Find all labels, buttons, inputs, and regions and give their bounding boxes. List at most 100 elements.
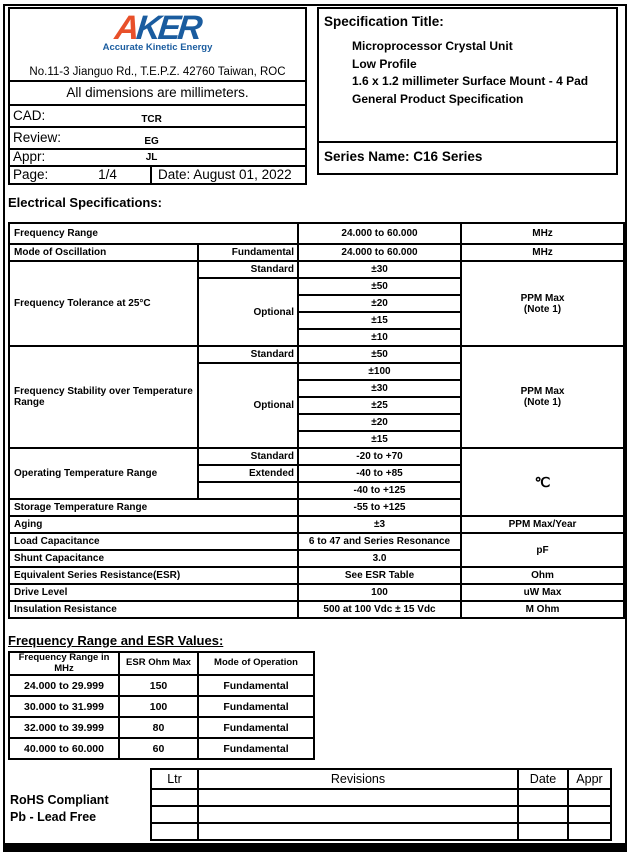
spec-unit-cell: Ohm xyxy=(460,566,626,585)
unit-line-2: (Note 1) xyxy=(523,303,562,315)
spec-name-cell: Frequency Range xyxy=(7,222,300,245)
logo-letters-ker: KER xyxy=(134,9,202,47)
esr-cell: Fundamental xyxy=(197,674,315,697)
logo-tagline: Accurate Kinetic Energy xyxy=(102,42,213,53)
spec-value-cell: 500 at 100 Vdc ± 15 Vdc xyxy=(297,600,463,619)
spec-sub-cell: Standard xyxy=(196,345,300,364)
spec-name-cell: Storage Temperature Range xyxy=(7,498,300,517)
esr-cell: 30.000 to 31.999 xyxy=(8,695,120,718)
esr-data-row: 40.000 to 60.000 60 Fundamental xyxy=(8,737,315,760)
rohs-text: RoHS Compliant Pb - Lead Free xyxy=(10,792,109,826)
table-row: ±30 xyxy=(9,379,624,398)
esr-cell: 40.000 to 60.000 xyxy=(8,737,120,760)
revisions-table: Ltr Revisions Date Appr xyxy=(150,768,612,841)
spec-unit-cell: MHz xyxy=(460,243,626,262)
esr-data-row: 30.000 to 31.999 100 Fundamental xyxy=(8,695,315,718)
esr-cell: Fundamental xyxy=(197,695,315,718)
spec-value-cell: 6 to 47 and Series Resonance xyxy=(297,532,463,551)
spec-title-box: Specification Title: Microprocessor Crys… xyxy=(317,7,618,175)
table-row: Optional ±50 xyxy=(9,277,624,347)
cad-label: CAD: xyxy=(13,108,46,123)
spec-value-cell: See ESR Table xyxy=(297,566,463,585)
spec-unit-cell: PPM Max (Note 1) xyxy=(460,260,626,347)
table-row: Load Capacitance 6 to 47 and Series Reso… xyxy=(7,532,626,568)
esr-cell: 100 xyxy=(118,695,199,718)
page-label: Page: xyxy=(13,167,49,182)
table-row: Frequency Tolerance at 25°C Standard ±30… xyxy=(8,260,626,347)
spec-value-cell: ±20 xyxy=(297,413,463,432)
esr-cell: 24.000 to 29.999 xyxy=(8,674,120,697)
spec-title-lines: Microprocessor Crystal Unit Low Profile … xyxy=(352,38,616,108)
table-row: Drive Level 100 uW Max xyxy=(7,583,626,602)
table-row: Frequency Range 24.000 to 60.000 MHz xyxy=(7,222,626,245)
spec-unit-cell: uW Max xyxy=(460,583,626,602)
revision-cell xyxy=(567,805,612,824)
review-row: Review: EG xyxy=(10,126,305,148)
spec-value-cell: ±25 xyxy=(297,396,463,415)
spec-value-cell: ±30 xyxy=(297,379,463,398)
spec-value-cell: 100 xyxy=(297,583,463,602)
revision-cell xyxy=(150,788,199,807)
company-info-box: AKER Accurate Kinetic Energy No.11-3 Jia… xyxy=(8,7,307,185)
review-value: EG xyxy=(144,136,159,147)
spec-value-cell: ±20 xyxy=(297,294,463,313)
spec-value-cell: ±50 xyxy=(297,345,463,364)
revision-cell xyxy=(197,822,519,841)
spec-sub-cell: Extended xyxy=(196,464,300,483)
spec-title-label: Specification Title: xyxy=(324,14,444,29)
spec-title-line-1: Microprocessor Crystal Unit xyxy=(352,39,513,53)
unit-line-1: PPM Max xyxy=(520,292,565,304)
review-label: Review: xyxy=(13,130,62,145)
revision-cell xyxy=(567,822,612,841)
esr-header-cell: Mode of Operation xyxy=(197,651,315,676)
table-row: ±15 xyxy=(9,430,624,449)
series-name: Series Name: C16 Series xyxy=(319,141,616,173)
table-row: Extended -40 to +85 xyxy=(9,464,624,483)
spec-value-cell: ±3 xyxy=(297,515,463,534)
table-row: ±10 xyxy=(9,328,624,347)
spec-name-cell: Frequency Stability over Temperature Ran… xyxy=(8,345,199,449)
spec-sub-cell: Standard xyxy=(196,260,300,279)
revision-cell xyxy=(517,822,569,841)
spec-name-cell: Aging xyxy=(7,515,300,534)
spec-value-cell: 3.0 xyxy=(297,549,463,568)
date-text: Date: August 01, 2022 xyxy=(150,167,305,183)
esr-cell: 60 xyxy=(118,737,199,760)
esr-title: Frequency Range and ESR Values: xyxy=(8,633,224,648)
esr-cell: 80 xyxy=(118,716,199,739)
revision-row xyxy=(150,822,612,841)
table-row: Shunt Capacitance 3.0 xyxy=(7,549,624,568)
revision-cell xyxy=(150,805,199,824)
spec-sub-cell: Fundamental xyxy=(196,243,300,262)
dimensions-note: All dimensions are millimeters. xyxy=(10,80,305,104)
esr-cell: Fundamental xyxy=(197,716,315,739)
cad-row: CAD: TCR xyxy=(10,104,305,126)
spec-value-cell: -55 to +125 xyxy=(297,498,463,517)
spec-name-cell: Insulation Resistance xyxy=(7,600,300,619)
electrical-title: Electrical Specifications: xyxy=(8,195,162,210)
appr-row: Appr: JL xyxy=(10,148,305,165)
company-address: No.11-3 Jianguo Rd., T.E.P.Z. 42760 Taiw… xyxy=(29,66,286,78)
spec-value-cell: -20 to +70 xyxy=(297,447,463,466)
table-row: Frequency Stability over Temperature Ran… xyxy=(8,345,626,449)
spec-sub-cell: Standard xyxy=(196,447,300,466)
aker-logo: AKER xyxy=(113,9,202,47)
spec-unit-cell: MHz xyxy=(460,222,626,245)
revision-cell xyxy=(567,788,612,807)
spec-sub-cell: Optional xyxy=(196,362,300,449)
table-row: Insulation Resistance 500 at 100 Vdc ± 1… xyxy=(7,600,626,619)
spec-value-cell: ±30 xyxy=(297,260,463,279)
spec-value-cell: 24.000 to 60.000 xyxy=(297,222,463,245)
spec-value-cell: ±15 xyxy=(297,430,463,449)
rohs-line-2: Pb - Lead Free xyxy=(10,810,97,824)
esr-table: Frequency Range in MHz ESR Ohm Max Mode … xyxy=(8,651,315,760)
table-row: Mode of Oscillation Fundamental 24.000 t… xyxy=(8,243,626,262)
spec-name-cell: Drive Level xyxy=(7,583,300,602)
spec-sub-cell: Optional xyxy=(196,277,300,347)
esr-cell: 150 xyxy=(118,674,199,697)
spec-unit-cell: ℃ xyxy=(460,447,626,517)
table-row: -40 to +125 xyxy=(9,481,624,500)
revision-cell xyxy=(517,788,569,807)
spec-title-line-3: 1.6 x 1.2 millimeter Surface Mount - 4 P… xyxy=(352,74,589,88)
